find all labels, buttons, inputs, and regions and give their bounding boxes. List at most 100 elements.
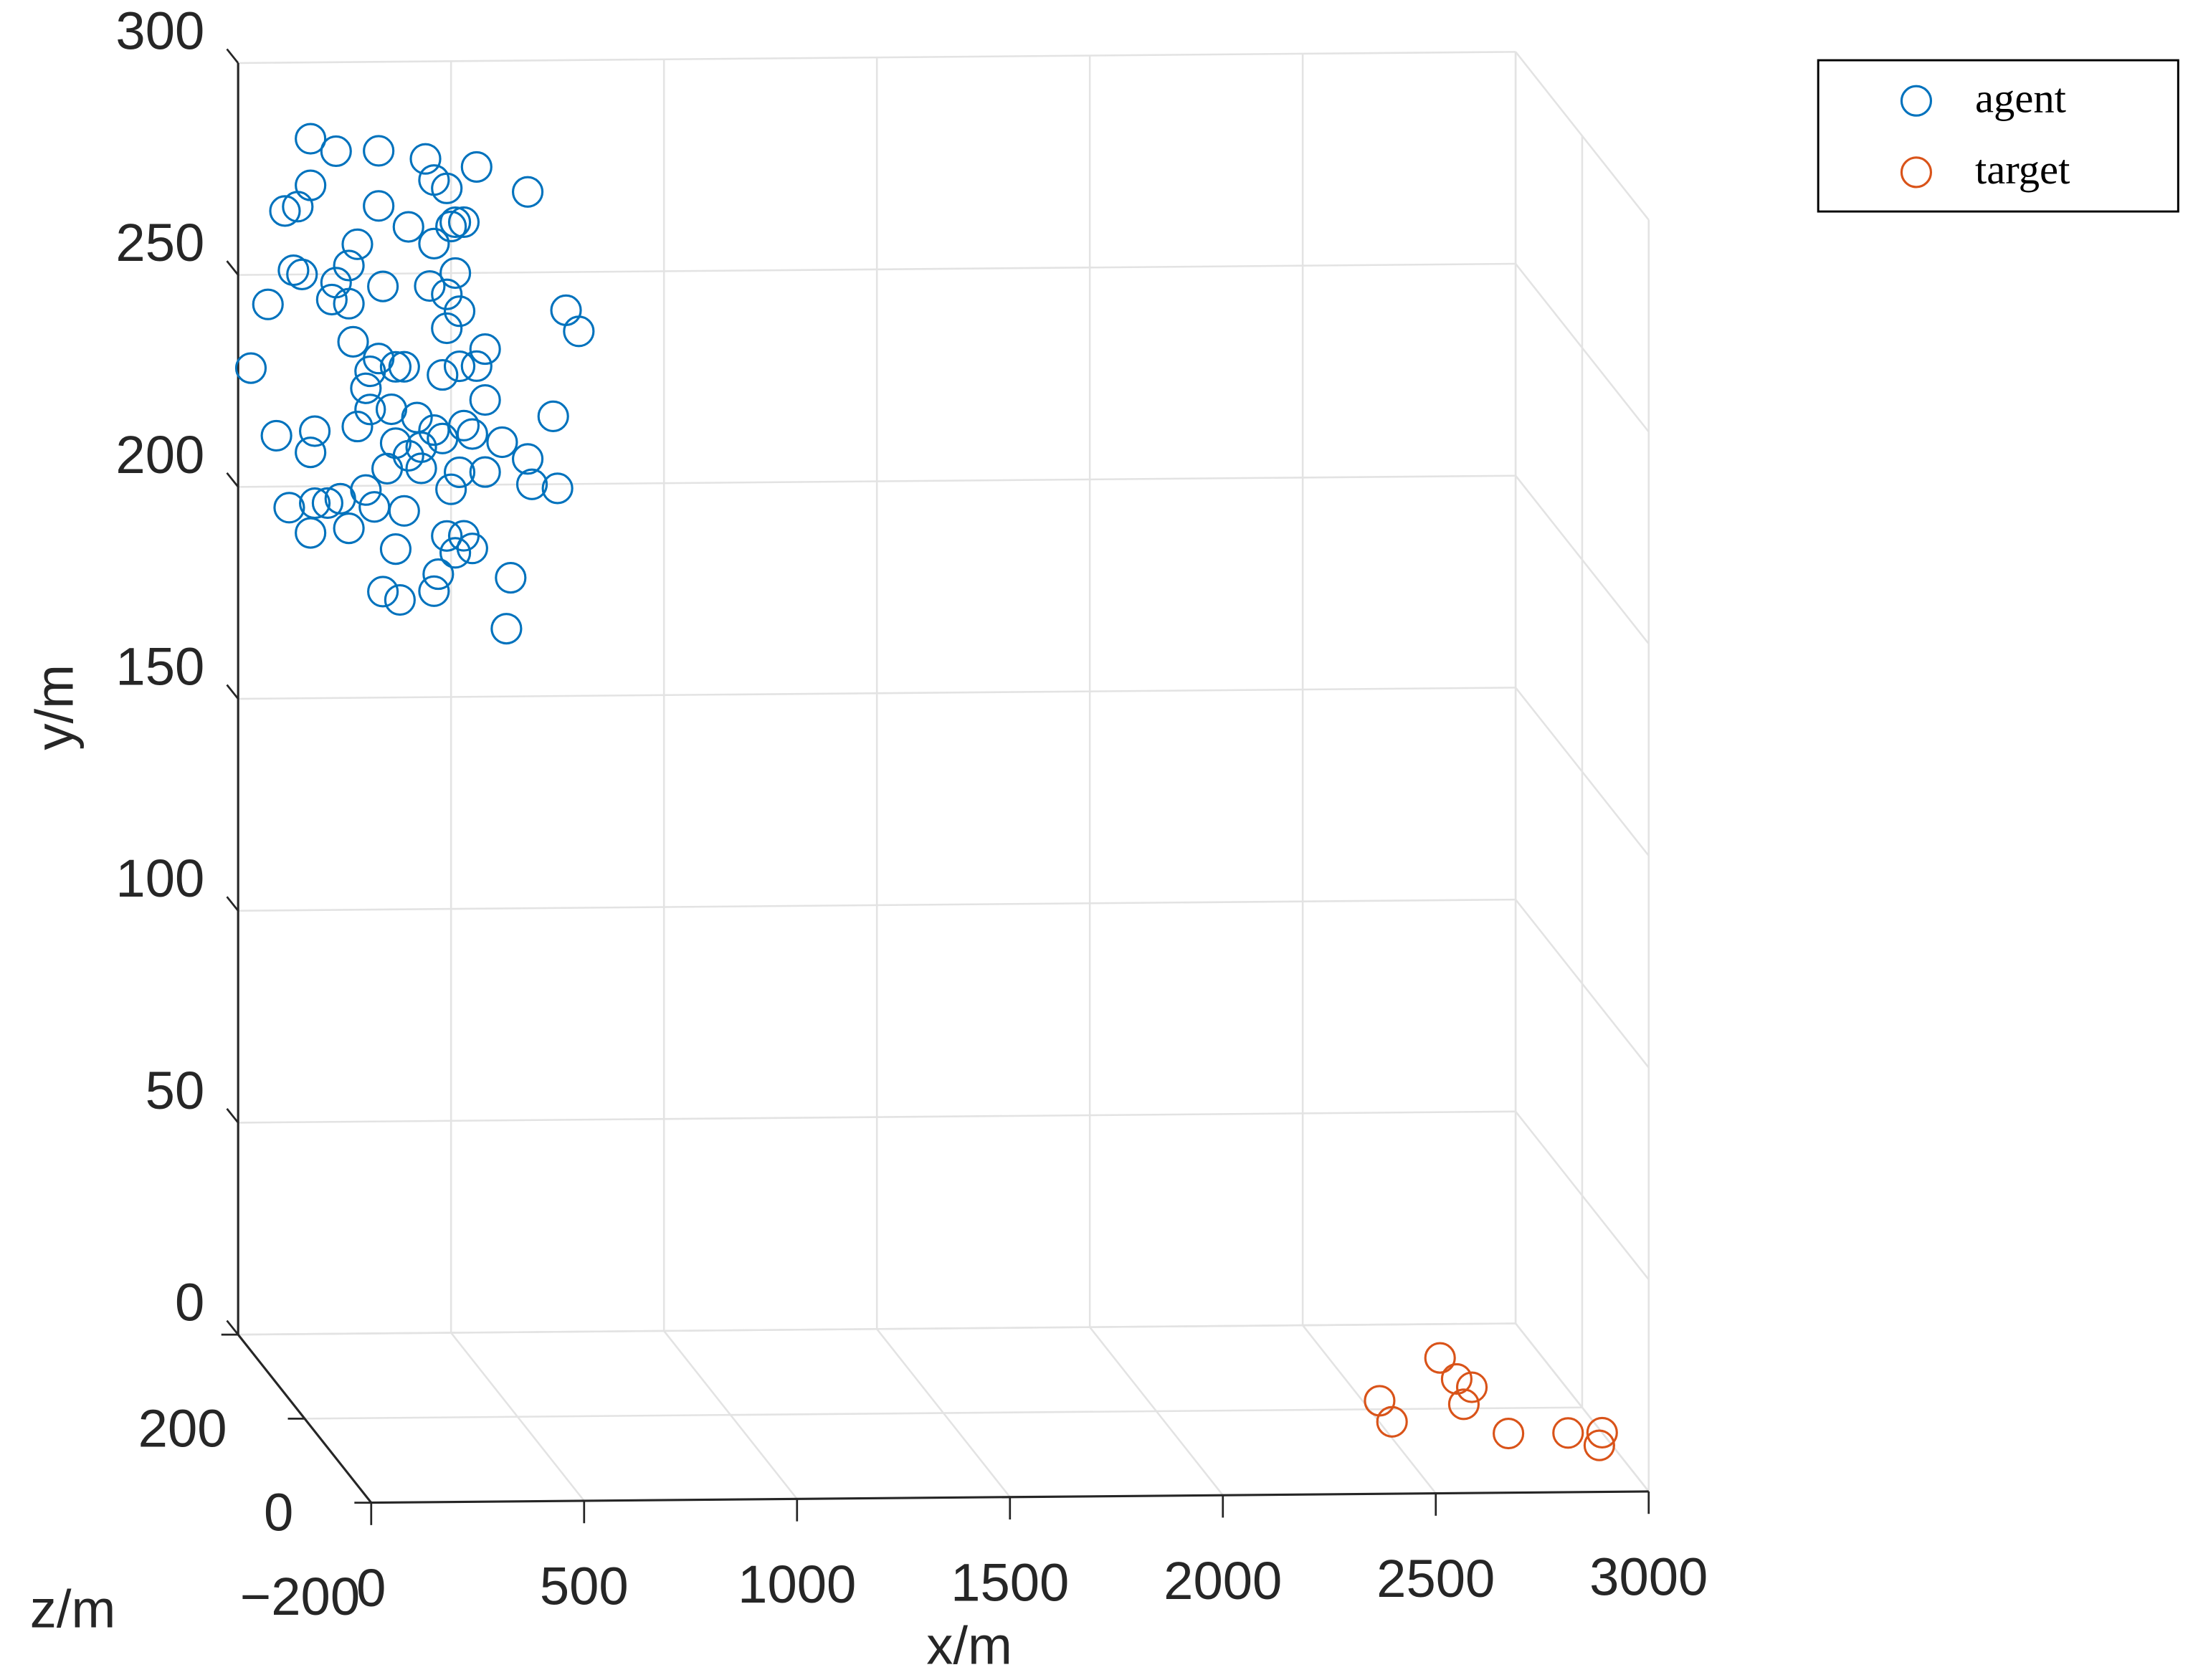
data-point xyxy=(1364,1385,1396,1417)
data-point xyxy=(337,325,369,358)
data-point xyxy=(1552,1417,1584,1449)
grid-line xyxy=(238,51,1516,65)
x-tick-label: 500 xyxy=(540,1557,629,1616)
data-point xyxy=(511,443,544,475)
data-point xyxy=(367,576,399,608)
data-point xyxy=(435,473,467,505)
data-point xyxy=(456,418,488,450)
x-tick-label: 3000 xyxy=(1589,1547,1708,1607)
data-point xyxy=(550,294,582,326)
data-point xyxy=(320,135,352,168)
y-tick xyxy=(226,472,239,488)
y-tick-label: 300 xyxy=(115,1,204,60)
data-point xyxy=(486,426,518,459)
data-point xyxy=(358,491,391,523)
data-point xyxy=(1586,1416,1618,1448)
data-point xyxy=(350,372,382,404)
y-tick xyxy=(226,684,239,700)
data-point xyxy=(431,312,463,345)
y-tick xyxy=(226,48,239,64)
data-point xyxy=(447,409,480,442)
data-point xyxy=(431,172,463,204)
data-point xyxy=(367,270,399,302)
data-point xyxy=(515,468,548,500)
legend-marker xyxy=(1900,156,1933,188)
data-point xyxy=(490,613,523,645)
data-point xyxy=(1424,1342,1456,1374)
data-point xyxy=(443,295,476,328)
data-point xyxy=(537,400,569,432)
data-point xyxy=(295,123,327,155)
data-point xyxy=(299,487,331,520)
y-tick-label: 100 xyxy=(115,849,204,908)
data-point xyxy=(511,176,544,208)
data-point xyxy=(1455,1371,1488,1403)
y-tick xyxy=(226,1108,239,1124)
z-axis-label: z/m xyxy=(30,1579,116,1638)
data-point xyxy=(295,517,327,549)
data-point xyxy=(354,393,386,426)
data-point xyxy=(1440,1362,1473,1395)
data-point xyxy=(388,495,420,527)
data-point xyxy=(405,452,437,485)
data-point xyxy=(443,456,476,488)
data-point xyxy=(431,520,463,552)
data-point xyxy=(427,422,459,454)
data-point xyxy=(333,512,365,545)
data-point xyxy=(260,419,292,452)
data-point xyxy=(295,436,327,469)
y-axis-label: y/m xyxy=(25,664,85,750)
grid-line xyxy=(238,1322,1516,1336)
data-point xyxy=(469,383,501,416)
data-point xyxy=(269,195,301,227)
data-point xyxy=(354,355,386,388)
y-tick-label: 50 xyxy=(146,1061,205,1120)
grid-line xyxy=(238,687,1516,700)
data-point xyxy=(384,583,416,616)
x-tick-label: 2000 xyxy=(1164,1551,1282,1610)
data-point xyxy=(379,350,412,383)
data-point xyxy=(460,350,493,382)
data-point xyxy=(315,283,348,316)
data-point xyxy=(1583,1429,1615,1461)
data-point xyxy=(1493,1417,1525,1450)
data-point xyxy=(388,350,420,383)
data-point xyxy=(418,227,450,259)
data-point xyxy=(234,352,267,384)
data-point xyxy=(422,558,455,591)
x-axis-label: x/m xyxy=(926,1615,1012,1675)
data-point xyxy=(443,350,476,383)
grid-line xyxy=(238,262,1516,276)
data-point xyxy=(469,456,501,488)
grid-line xyxy=(238,898,1516,912)
legend: agent target xyxy=(1817,59,2179,213)
data-point xyxy=(405,431,437,463)
data-point xyxy=(299,415,331,447)
data-point xyxy=(418,575,450,607)
data-point xyxy=(252,288,284,320)
data-point xyxy=(469,333,501,366)
y-tick xyxy=(226,260,239,276)
legend-label: target xyxy=(1975,146,2070,193)
data-point xyxy=(431,278,463,310)
x-tick-label: 1000 xyxy=(738,1555,856,1614)
data-point xyxy=(282,191,314,223)
data-point xyxy=(363,190,395,222)
grid-line xyxy=(238,1110,1516,1124)
data-point xyxy=(563,315,595,348)
y-tick-label: 0 xyxy=(175,1273,204,1332)
data-point xyxy=(435,210,467,243)
legend-marker xyxy=(1900,85,1933,117)
data-point xyxy=(439,257,472,290)
x-tick-label: 1500 xyxy=(951,1552,1069,1612)
data-point xyxy=(541,472,574,505)
data-point xyxy=(447,206,480,239)
y-tick-label: 150 xyxy=(115,637,204,697)
data-point xyxy=(333,249,365,282)
data-point xyxy=(311,487,343,519)
y-tick-label: 200 xyxy=(115,425,204,485)
legend-label: agent xyxy=(1975,75,2066,121)
data-point xyxy=(456,533,488,565)
data-point xyxy=(427,359,459,391)
